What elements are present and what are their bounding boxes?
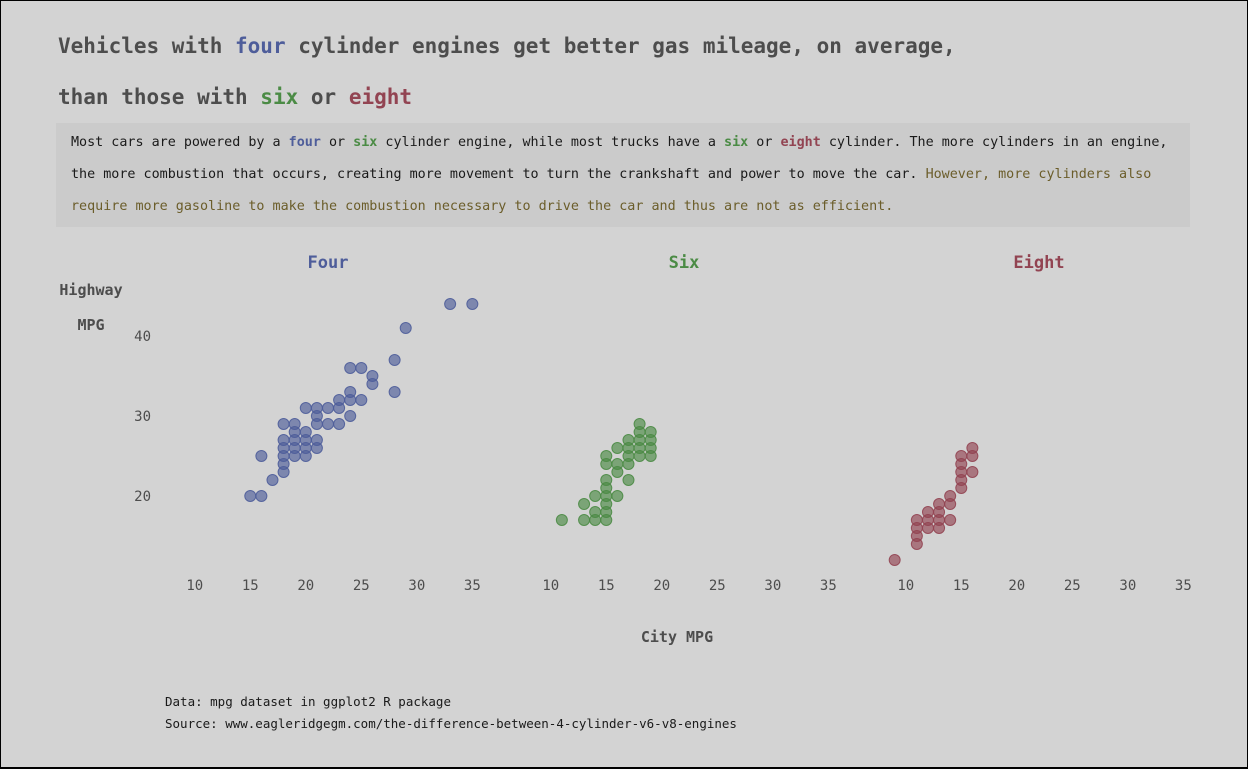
x-tick-label: 30 bbox=[1119, 578, 1136, 594]
data-point-four bbox=[322, 402, 334, 414]
data-point-four bbox=[355, 394, 368, 406]
panel-title-six: Six bbox=[669, 253, 700, 273]
data-point-four bbox=[388, 386, 401, 398]
data-point-four bbox=[388, 354, 401, 366]
x-tick-label: 30 bbox=[408, 578, 425, 594]
title-eight-highlight: eight bbox=[348, 85, 413, 109]
description-line-3: require more gasoline to make the combus… bbox=[71, 199, 894, 214]
data-point-four bbox=[366, 370, 379, 382]
data-point-eight bbox=[944, 514, 957, 526]
data-point-four bbox=[255, 450, 268, 462]
title-six-highlight: six bbox=[260, 85, 299, 109]
data-point-six bbox=[611, 458, 624, 470]
x-tick-label: 10 bbox=[186, 578, 203, 594]
data-point-four bbox=[277, 418, 290, 430]
data-point-six bbox=[578, 498, 591, 510]
x-tick-label: 15 bbox=[953, 578, 970, 594]
data-point-four bbox=[266, 474, 279, 486]
data-point-four bbox=[299, 402, 312, 414]
data-point-eight bbox=[966, 466, 979, 478]
x-tick-label: 20 bbox=[297, 578, 314, 594]
x-tick-label: 25 bbox=[709, 578, 726, 594]
data-point-four bbox=[333, 418, 346, 430]
x-axis-title: City MPG bbox=[641, 628, 713, 646]
x-tick-label: 20 bbox=[653, 578, 670, 594]
data-point-four bbox=[344, 410, 357, 422]
description-line-2: the more combustion that occurs, creatin… bbox=[71, 167, 1152, 182]
y-tick-label: 40 bbox=[134, 329, 151, 345]
data-point-six bbox=[611, 490, 624, 502]
data-point-six bbox=[644, 426, 657, 438]
panel-title-four: Four bbox=[308, 253, 349, 273]
data-point-four bbox=[344, 386, 357, 398]
data-point-six bbox=[600, 474, 613, 486]
data-point-four bbox=[466, 298, 479, 310]
data-point-four bbox=[310, 402, 323, 414]
data-point-six bbox=[622, 434, 635, 446]
chart-title-line-2: than those with six or eight bbox=[58, 85, 413, 109]
y-tick-label: 20 bbox=[134, 489, 151, 505]
caption-source: Source: www.eagleridgegm.com/the-differe… bbox=[165, 716, 737, 731]
x-tick-label: 15 bbox=[242, 578, 259, 594]
description-line-1: Most cars are powered by a four or six c… bbox=[71, 135, 1168, 150]
x-tick-label: 10 bbox=[897, 578, 914, 594]
x-tick-label: 35 bbox=[1175, 578, 1192, 594]
data-point-six bbox=[611, 442, 624, 454]
data-point-four bbox=[310, 434, 323, 446]
data-point-eight bbox=[933, 498, 946, 510]
data-point-six bbox=[600, 450, 613, 462]
data-point-eight bbox=[955, 450, 968, 462]
caption-data: Data: mpg dataset in ggplot2 R package bbox=[165, 694, 451, 709]
chart-title-line-1: Vehicles with four cylinder engines get … bbox=[58, 34, 956, 58]
data-point-eight bbox=[944, 490, 957, 502]
x-tick-label: 25 bbox=[1064, 578, 1081, 594]
x-tick-label: 20 bbox=[1008, 578, 1025, 594]
x-tick-label: 10 bbox=[542, 578, 559, 594]
y-tick-label: 30 bbox=[134, 409, 151, 425]
data-point-eight bbox=[966, 442, 979, 454]
data-point-four bbox=[288, 418, 301, 430]
data-point-four bbox=[299, 426, 312, 438]
x-tick-label: 30 bbox=[764, 578, 781, 594]
data-point-six bbox=[578, 514, 591, 526]
data-point-eight bbox=[888, 554, 901, 566]
x-tick-label: 35 bbox=[820, 578, 837, 594]
data-point-four bbox=[399, 322, 412, 334]
y-axis-title-line-2: MPG bbox=[77, 316, 104, 334]
data-point-six bbox=[633, 418, 646, 430]
data-point-four bbox=[322, 418, 334, 430]
data-point-six bbox=[589, 506, 602, 518]
data-point-four bbox=[344, 362, 357, 374]
x-tick-label: 15 bbox=[598, 578, 615, 594]
data-point-six bbox=[555, 514, 568, 526]
description-box: Most cars are powered by a four or six c… bbox=[56, 123, 1190, 227]
data-point-eight bbox=[910, 514, 923, 526]
data-point-six bbox=[622, 474, 635, 486]
data-point-four bbox=[244, 490, 257, 502]
x-tick-label: 35 bbox=[464, 578, 481, 594]
data-point-four bbox=[277, 434, 290, 446]
y-axis-title-line-1: Highway bbox=[59, 281, 122, 299]
data-point-four bbox=[355, 362, 368, 374]
data-point-eight bbox=[921, 506, 934, 518]
x-tick-label: 25 bbox=[353, 578, 370, 594]
data-point-four bbox=[333, 394, 346, 406]
panel-title-eight: Eight bbox=[1013, 253, 1064, 273]
title-four-highlight: four bbox=[235, 34, 286, 58]
data-point-four bbox=[255, 490, 268, 502]
data-point-six bbox=[589, 490, 602, 502]
data-point-four bbox=[444, 298, 457, 310]
